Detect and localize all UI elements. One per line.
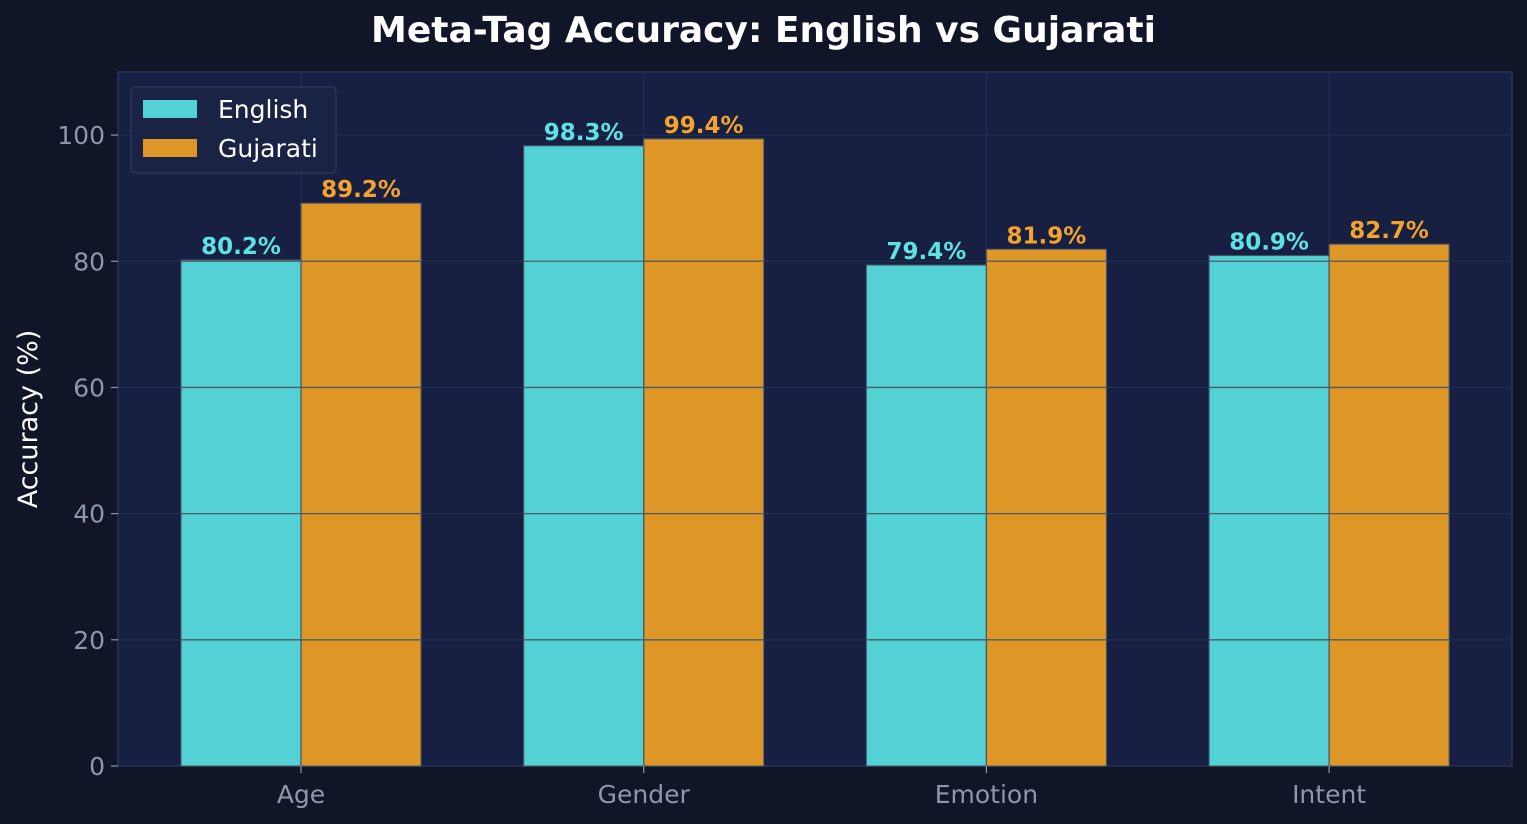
y-tick-label-80: 80 bbox=[73, 247, 105, 276]
legend-swatch-gujarati bbox=[143, 139, 197, 157]
x-tick-label-age: Age bbox=[277, 780, 325, 809]
y-axis-ticks: 0 20 40 60 80 100 bbox=[57, 121, 118, 781]
bar-gujarati-intent bbox=[1328, 243, 1450, 767]
legend-label-gujarati: Gujarati bbox=[218, 134, 318, 163]
x-tick-label-emotion: Emotion bbox=[935, 780, 1038, 809]
value-label-gujarati-age: 89.2% bbox=[321, 177, 401, 203]
value-labels: 80.2% 89.2% 98.3% 99.4% 79.4% 81.9% 80.9% 82.7% bbox=[201, 113, 1429, 265]
x-tick-label-gender: Gender bbox=[598, 780, 691, 809]
value-label-english-emotion: 79.4% bbox=[887, 239, 967, 265]
chart-title: Meta-Tag Accuracy: English vs Gujarati bbox=[371, 10, 1156, 51]
bar-gujarati-age bbox=[300, 202, 422, 767]
bar-english-emotion bbox=[865, 264, 987, 767]
value-label-gujarati-intent: 82.7% bbox=[1349, 218, 1429, 244]
legend-swatch-english bbox=[143, 100, 197, 118]
legend-label-english: English bbox=[218, 95, 308, 124]
bar-grid-overlay bbox=[181, 138, 1450, 766]
bar-gujarati-gender bbox=[643, 138, 765, 767]
x-axis-ticks: Age Gender Emotion Intent bbox=[277, 766, 1366, 809]
bars bbox=[180, 138, 1450, 767]
y-tick-label-40: 40 bbox=[73, 500, 105, 529]
y-tick-label-0: 0 bbox=[89, 752, 105, 781]
value-label-english-age: 80.2% bbox=[201, 234, 281, 260]
legend: English Gujarati bbox=[130, 86, 337, 174]
value-label-gujarati-gender: 99.4% bbox=[664, 113, 744, 139]
x-tick-label-intent: Intent bbox=[1292, 780, 1366, 809]
bar-gujarati-emotion bbox=[985, 248, 1107, 767]
y-tick-label-100: 100 bbox=[57, 121, 105, 150]
y-tick-label-60: 60 bbox=[73, 373, 105, 402]
y-axis-label: Accuracy (%) bbox=[13, 330, 44, 509]
bar-english-gender bbox=[523, 145, 645, 767]
bar-english-intent bbox=[1208, 255, 1330, 767]
y-tick-label-20: 20 bbox=[73, 626, 105, 655]
value-label-english-intent: 80.9% bbox=[1229, 230, 1309, 256]
value-label-gujarati-emotion: 81.9% bbox=[1007, 223, 1087, 249]
value-label-english-gender: 98.3% bbox=[544, 120, 624, 146]
